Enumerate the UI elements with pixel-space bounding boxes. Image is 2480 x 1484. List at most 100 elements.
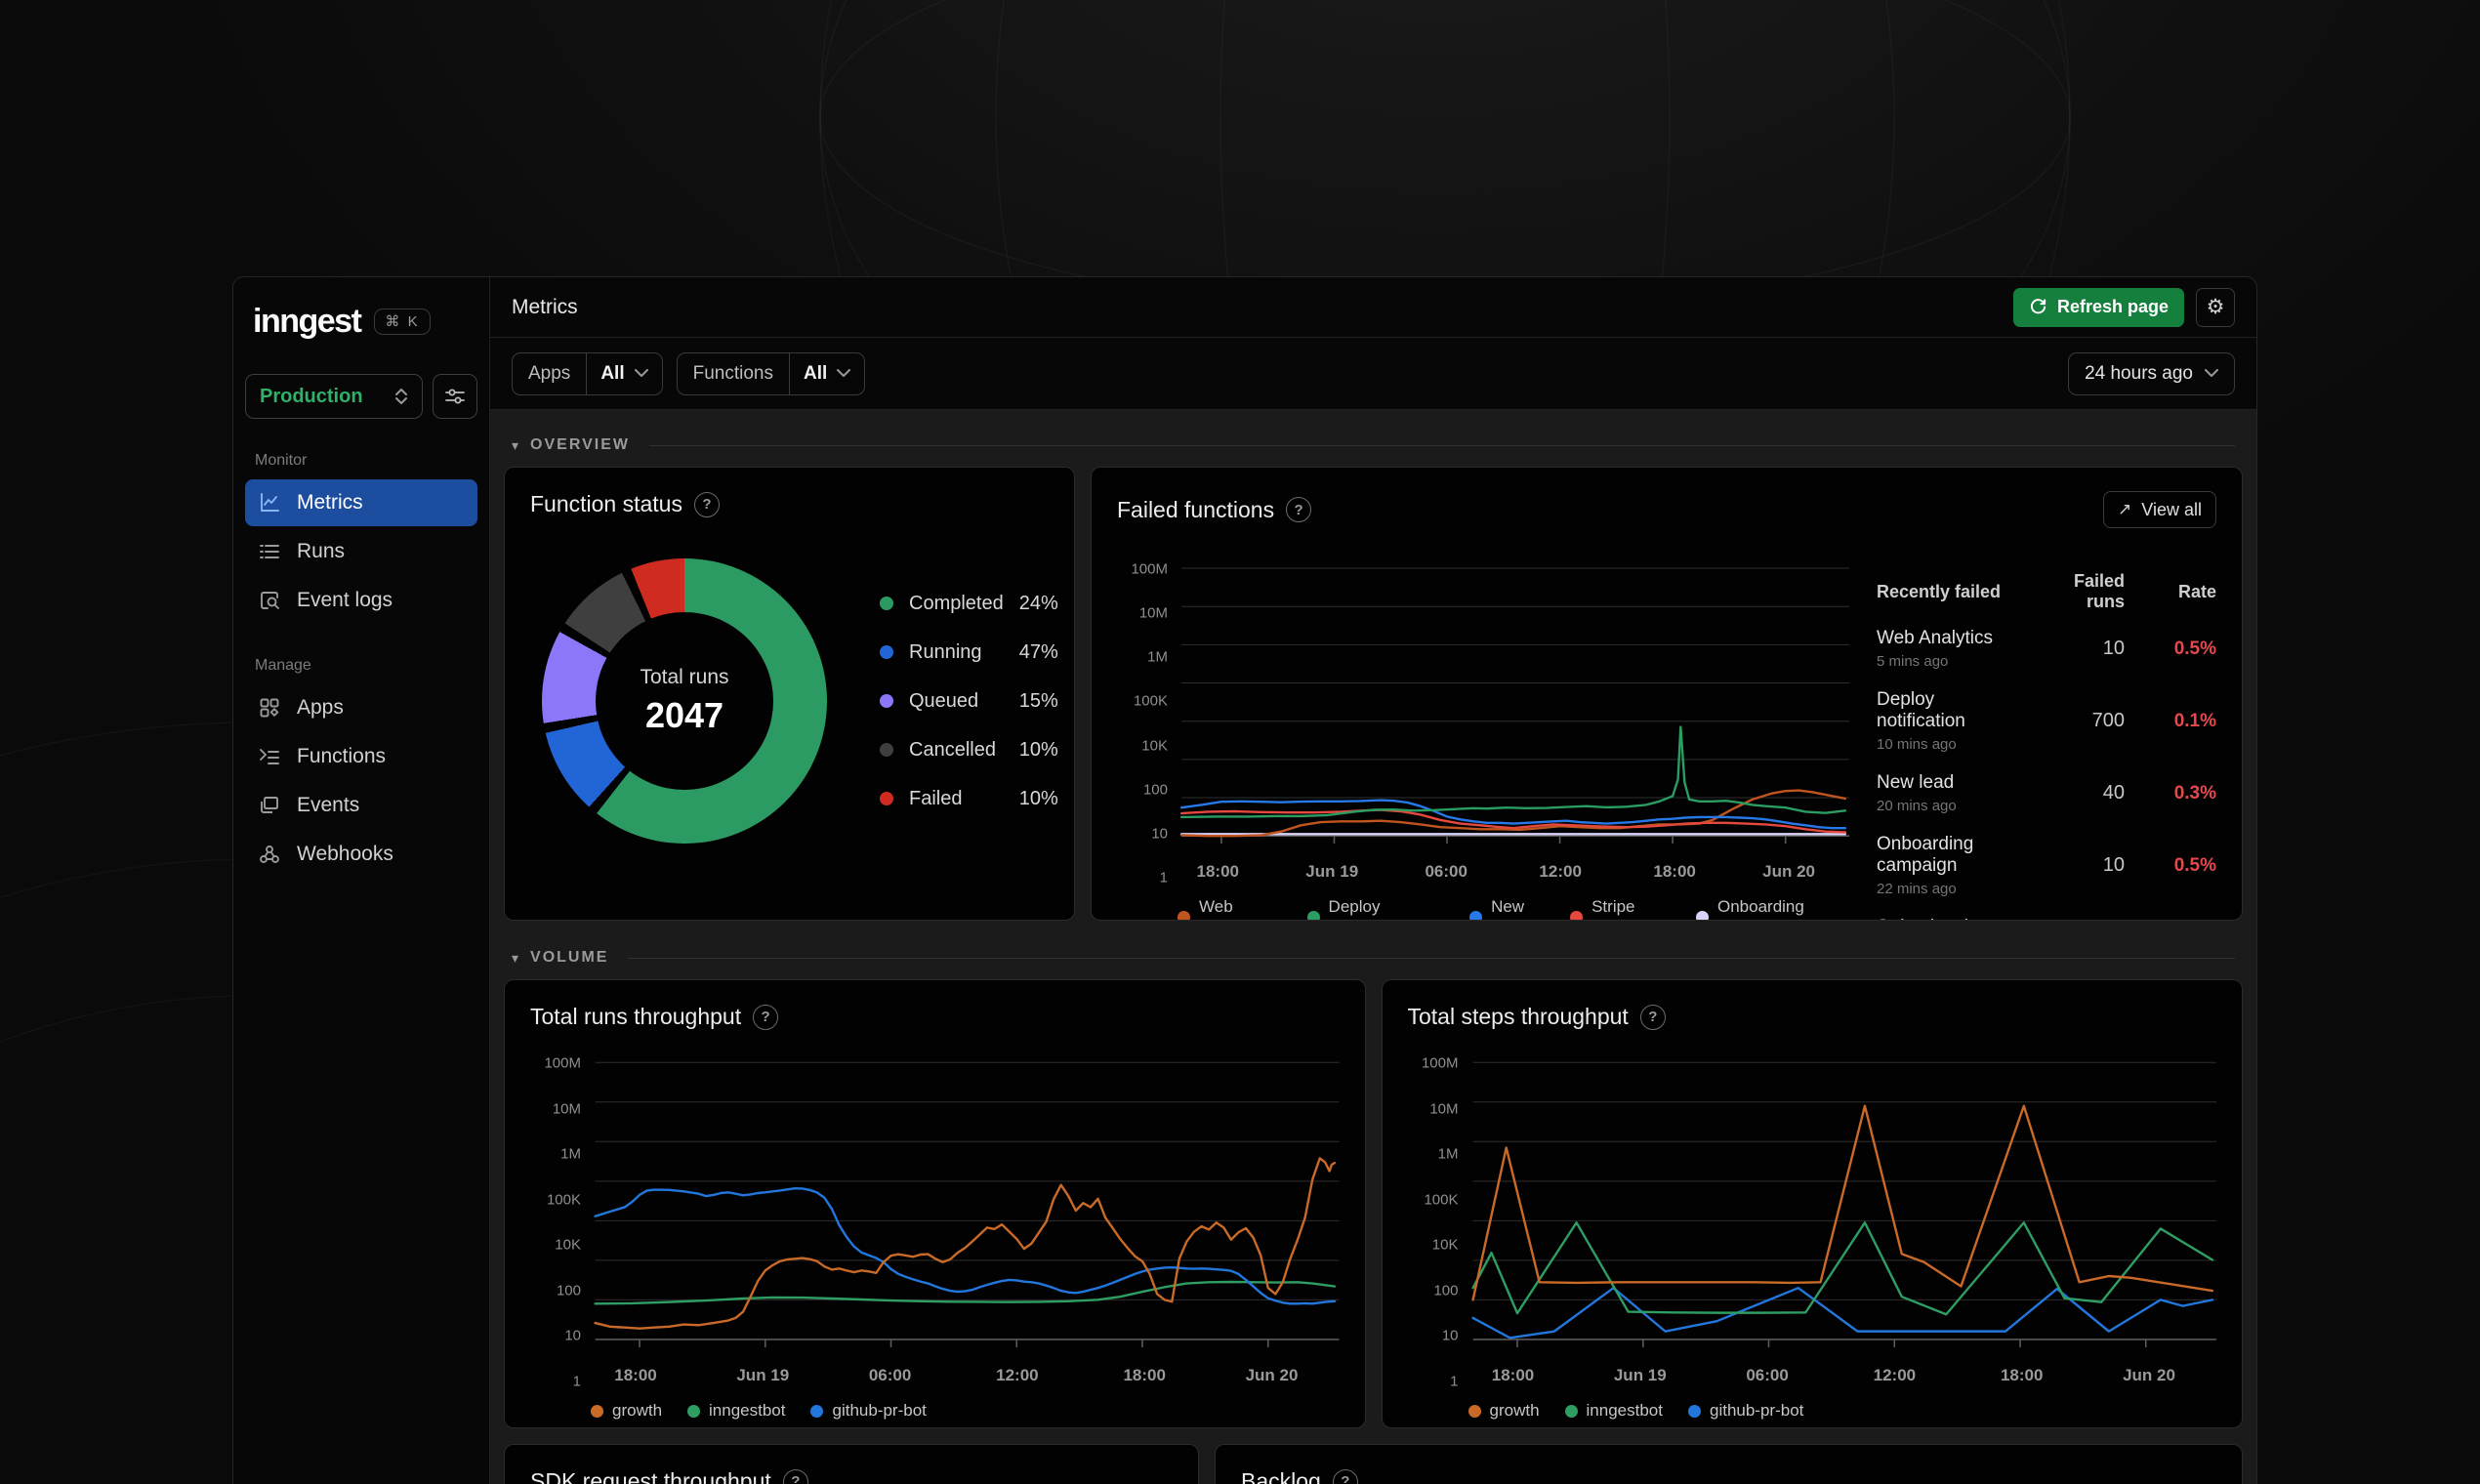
legend-dot-icon [810, 1404, 824, 1418]
sidebar-item-functions[interactable]: Functions [245, 733, 477, 780]
failed-fn-name: Web Analytics [1877, 628, 1993, 648]
legend-dot-icon [880, 792, 893, 805]
environment-select[interactable]: Production [245, 374, 423, 419]
y-axis-label: 10K [1141, 737, 1168, 755]
apps-filter-label: Apps [513, 352, 588, 394]
env-filter-button[interactable] [433, 374, 477, 419]
x-axis-label: 18:00 [1123, 1366, 1166, 1384]
sidebar-item-label: Apps [297, 696, 344, 719]
recently-failed-row[interactable]: Deploy notification 10 mins ago 700 0.1% [1877, 680, 2216, 763]
sidebar-item-label: Webhooks [297, 843, 393, 865]
time-range-select[interactable]: 24 hours ago [2068, 351, 2235, 395]
failed-functions-card: Failed functions View all 100M10M1M100K1… [1091, 467, 2243, 921]
chevron-down-icon [634, 369, 648, 377]
col-failed-runs: Failed runs [2073, 571, 2125, 611]
total-runs-throughput-card: Total runs throughput 100M10M1M100K10K10… [504, 979, 1366, 1428]
status-legend-item: Completed 24% [880, 593, 1058, 615]
help-icon[interactable] [693, 491, 720, 517]
sdk-request-throughput-card: SDK request throughput [504, 1444, 1199, 1484]
page-title: Metrics [512, 295, 578, 318]
legend-dot-icon [1564, 1404, 1578, 1418]
legend-dot-icon [687, 1404, 701, 1418]
time-range-value: 24 hours ago [2085, 362, 2193, 384]
y-axis: 100M 10M 1M 100K 10K 100 10 1 [1117, 561, 1178, 887]
failed-functions-title: Failed functions [1117, 496, 1275, 522]
total-steps-chart: 100M 10M 1M 100K 10K 100 10 1 18:00 Jun 19 06:00 12… [1408, 1055, 2217, 1421]
refresh-icon [2030, 299, 2046, 314]
chart-legend-item: Onboarding campaign [1696, 897, 1849, 920]
backlog-title: Backlog [1241, 1468, 1321, 1484]
failed-fn-rate: 0.5% [2173, 854, 2216, 876]
y-axis-label: 100K [1424, 1191, 1459, 1209]
volume-section-title: VOLUME [530, 949, 609, 966]
recently-failed-table: Recently failed Failed runs Rate Web Ana… [1877, 536, 2216, 920]
x-axis: 18:00 Jun 19 06:00 12:00 18:00 Jun 20 [1178, 854, 1849, 887]
functions-icon [257, 745, 282, 768]
col-recently-failed: Recently failed [1877, 581, 2002, 601]
environment-value: Production [260, 385, 363, 407]
view-all-button[interactable]: View all [2103, 491, 2216, 528]
y-axis-label: 1M [1147, 648, 1168, 666]
events-icon [257, 794, 282, 817]
failed-fn-rate: 0.1% [2173, 710, 2216, 731]
y-axis-label: 10 [1441, 1327, 1459, 1344]
sidebar: inngest ⌘ K Production Monitor Metrics Run… [233, 277, 490, 1484]
help-icon[interactable] [753, 1004, 779, 1030]
x-axis-label: Jun 20 [1762, 862, 1816, 881]
recently-failed-row[interactable]: Stripe invoice25 mins ago600.07% [1877, 907, 2216, 920]
failed-fn-runs: 10 [2102, 638, 2125, 659]
command-k-shortcut[interactable]: ⌘ K [374, 309, 431, 335]
recently-failed-row[interactable]: Onboarding campaign 22 mins ago 10 0.5% [1877, 824, 2216, 907]
app-window: inngest ⌘ K Production Monitor Metrics Run… [232, 276, 2257, 1484]
help-icon[interactable] [782, 1468, 808, 1484]
updown-chevron-icon [395, 389, 407, 404]
status-legend-item: Queued 15% [880, 690, 1058, 713]
topbar: Metrics Refresh page [490, 277, 2256, 338]
y-axis-label: 100 [1142, 781, 1168, 799]
sidebar-item-metrics[interactable]: Metrics [245, 479, 477, 526]
y-axis: 100M 10M 1M 100K 10K 100 10 1 [1408, 1055, 1468, 1391]
x-axis-label: Jun 19 [1613, 1366, 1667, 1384]
metrics-content: ▾ OVERVIEW Function status Total [490, 410, 2256, 1484]
legend-dot-icon [880, 694, 893, 708]
failed-fn-name: Stripe invoice [1877, 917, 1988, 920]
chart-legend-item: Stripe invoice [1570, 897, 1671, 920]
function-status-card: Function status Total runs 2047 Complete… [504, 467, 1075, 921]
legend-dot-icon [880, 645, 893, 659]
volume-section-header[interactable]: ▾ VOLUME [504, 936, 2243, 979]
sidebar-nav: Monitor Metrics Runs Event logs Manage Apps Fu… [245, 419, 477, 880]
sidebar-item-apps[interactable]: Apps [245, 684, 477, 731]
failed-fn-name: Deploy notification [1877, 689, 1965, 731]
failed-fn-rate: 0.3% [2173, 782, 2216, 804]
function-status-donut: Total runs 2047 [542, 558, 827, 844]
y-axis-label: 100 [1433, 1282, 1459, 1299]
settings-button[interactable] [2196, 287, 2235, 327]
overview-section-header[interactable]: ▾ OVERVIEW [504, 424, 2243, 467]
help-icon[interactable] [1332, 1468, 1358, 1484]
recently-failed-row[interactable]: Web Analytics 5 mins ago 10 0.5% [1877, 618, 2216, 680]
y-axis-label: 100K [546, 1191, 581, 1209]
sidebar-item-webhooks[interactable]: Webhooks [245, 831, 477, 878]
x-axis-label: 18:00 [2000, 1366, 2044, 1384]
x-axis-label: 18:00 [1653, 862, 1696, 881]
help-icon[interactable] [1639, 1004, 1666, 1030]
sidebar-item-events[interactable]: Events [245, 782, 477, 829]
status-legend-label: Cancelled [909, 738, 996, 761]
apps-filter[interactable]: Apps All [512, 351, 663, 395]
failed-fn-name: Onboarding campaign [1877, 834, 1974, 876]
inngest-logo: inngest [253, 303, 362, 340]
sidebar-item-event-logs[interactable]: Event logs [245, 577, 477, 624]
sidebar-item-runs[interactable]: Runs [245, 528, 477, 575]
recently-failed-row[interactable]: New lead 20 mins ago 40 0.3% [1877, 763, 2216, 824]
y-axis-label: 100M [1131, 560, 1168, 578]
chart-legend: Web Analytics Deploy notifications New lea… [1178, 897, 1849, 920]
overview-section-title: OVERVIEW [530, 436, 630, 453]
functions-filter[interactable]: Functions All [676, 351, 866, 395]
y-axis-label: 10K [555, 1236, 581, 1254]
help-icon[interactable] [1286, 497, 1312, 522]
refresh-page-button[interactable]: Refresh page [2012, 287, 2184, 327]
x-axis-label: 12:00 [1539, 862, 1582, 881]
functions-filter-value: All [803, 362, 828, 384]
y-axis-label: 100M [544, 1054, 581, 1072]
section-divider [628, 957, 2235, 959]
